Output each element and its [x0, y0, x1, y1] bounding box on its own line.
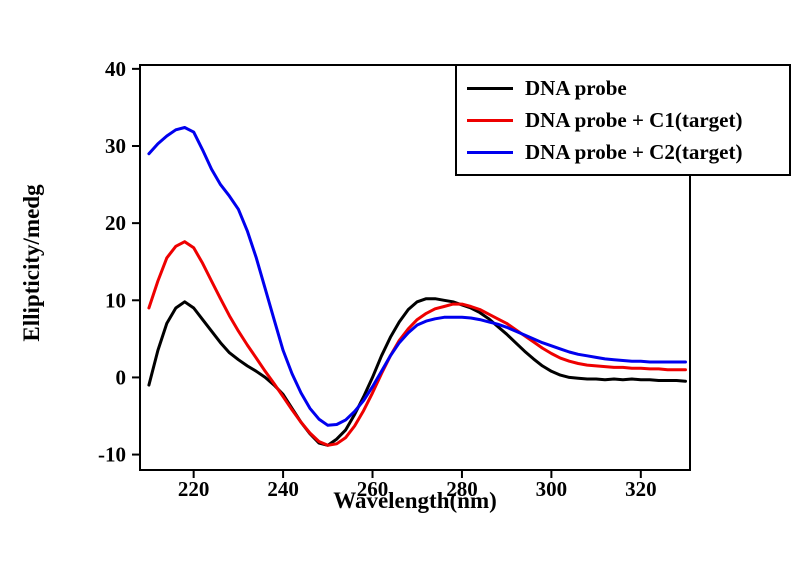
- svg-text:300: 300: [536, 477, 568, 501]
- legend-label: DNA probe: [525, 75, 627, 100]
- legend-line-swatch: [467, 150, 513, 154]
- svg-text:10: 10: [105, 288, 126, 312]
- legend-item: DNA probe: [467, 72, 779, 104]
- svg-text:220: 220: [178, 477, 210, 501]
- svg-text:320: 320: [625, 477, 657, 501]
- svg-text:280: 280: [446, 477, 478, 501]
- svg-text:30: 30: [105, 134, 126, 158]
- svg-text:260: 260: [357, 477, 389, 501]
- svg-text:20: 20: [105, 211, 126, 235]
- svg-text:40: 40: [105, 57, 126, 81]
- legend-item: DNA probe + C1(target): [467, 104, 779, 136]
- legend-label: DNA probe + C1(target): [525, 107, 743, 132]
- legend-line-swatch: [467, 86, 513, 90]
- svg-text:240: 240: [267, 477, 299, 501]
- y-axis-label: Ellipticity/medg: [19, 184, 44, 342]
- svg-text:-10: -10: [98, 443, 126, 467]
- legend-line-swatch: [467, 118, 513, 122]
- legend: DNA probe DNA probe + C1(target) DNA pro…: [455, 64, 791, 176]
- svg-text:0: 0: [116, 365, 127, 389]
- x-axis-label: Wavelength(nm): [333, 488, 497, 513]
- legend-item: DNA probe + C2(target): [467, 136, 779, 168]
- legend-label: DNA probe + C2(target): [525, 139, 743, 164]
